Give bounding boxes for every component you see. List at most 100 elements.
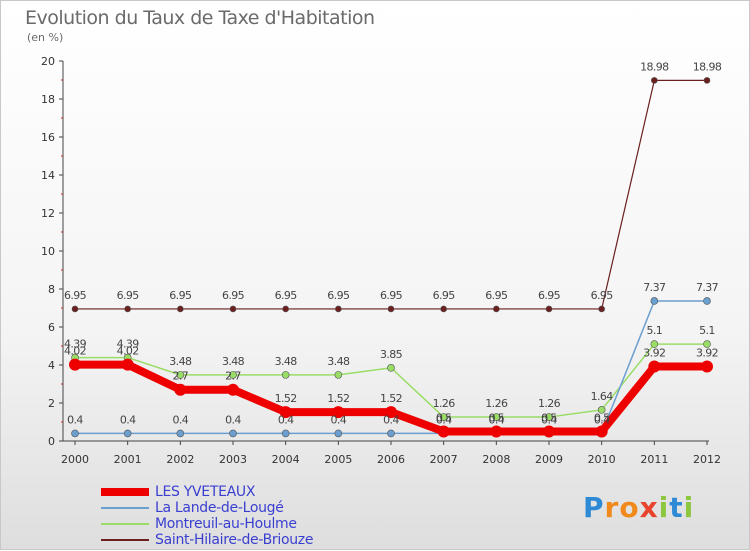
data-point (595, 425, 608, 438)
x-tick-label: 2003 (219, 453, 247, 466)
y-tick-label: 18 (41, 93, 55, 106)
y-tick-label: 8 (48, 283, 55, 296)
y-tick-label: 6 (48, 321, 55, 334)
data-point (177, 305, 184, 313)
series-line (74, 79, 708, 310)
data-point (490, 425, 503, 438)
data-point (335, 305, 342, 313)
y-tick-label: 12 (41, 207, 55, 220)
legend-item: Saint-Hilaire-de-Briouze (101, 532, 401, 549)
logo-letter: o (619, 491, 640, 524)
data-point (703, 77, 711, 84)
data-point (281, 429, 290, 438)
data-label: 7.37 (643, 281, 666, 294)
data-point (229, 429, 237, 438)
legend-swatch (101, 488, 149, 496)
data-label: 0.4 (488, 413, 504, 426)
data-label: 3.48 (327, 355, 350, 368)
x-tick-label: 2007 (430, 453, 458, 466)
proxiti-logo: Proxiti (583, 491, 694, 524)
y-tick-label: 2 (48, 397, 55, 410)
data-point (493, 305, 500, 313)
data-label: 6.95 (538, 289, 561, 302)
legend-swatch (101, 539, 149, 541)
data-point (597, 406, 606, 414)
data-label: 2.7 (172, 370, 188, 383)
y-tick-label: 0 (48, 435, 55, 448)
data-point (703, 340, 711, 348)
data-label: 6.95 (380, 289, 403, 302)
data-label: 1.26 (485, 397, 508, 410)
data-point (545, 413, 553, 421)
x-tick-label: 2001 (114, 453, 142, 466)
data-point (279, 406, 292, 419)
data-label: 6.95 (327, 289, 350, 302)
data-label: 0.5 (436, 412, 452, 425)
data-label: 0.4 (541, 413, 557, 426)
data-label: 1.26 (433, 397, 456, 410)
logo-letter: t (669, 491, 684, 524)
data-point (545, 305, 553, 313)
x-tick-label: 2002 (166, 453, 194, 466)
data-point (176, 371, 185, 379)
x-tick-label: 2006 (377, 453, 405, 466)
data-label: 4.39 (117, 338, 140, 351)
data-point (651, 77, 658, 84)
data-label: 18.98 (640, 60, 669, 73)
data-label: 0.4 (225, 413, 241, 426)
data-point (123, 429, 132, 438)
data-label: 6.95 (222, 289, 245, 302)
data-label: 6.95 (64, 289, 87, 302)
data-point (701, 360, 713, 373)
data-label: 2.7 (225, 370, 241, 383)
data-label: 5.1 (646, 324, 662, 337)
data-label: 0.4 (278, 413, 294, 426)
data-label: 3.85 (380, 348, 403, 361)
data-point (439, 413, 448, 421)
legend-label: LES YVETEAUX (155, 484, 256, 500)
legend-label: Montreuil-au-Houlme (155, 516, 297, 532)
data-point (598, 305, 605, 313)
data-label: 1.26 (538, 397, 561, 410)
data-point (174, 383, 187, 396)
data-label: 4.02 (64, 345, 86, 358)
data-point (176, 429, 185, 438)
data-point (385, 406, 397, 419)
legend-label: La Lande-de-Lougé (155, 500, 284, 516)
legend-item: LES YVETEAUX (101, 484, 401, 501)
chart-unit-label: (en %) (27, 31, 64, 44)
data-point (121, 358, 134, 371)
data-label: 6.95 (485, 289, 508, 302)
x-tick-label: 2012 (693, 453, 721, 466)
data-point (229, 371, 237, 379)
data-point (437, 425, 450, 438)
data-label: 3.48 (222, 355, 245, 368)
data-point (650, 297, 659, 305)
data-point (334, 429, 343, 438)
x-tick-label: 2000 (61, 453, 89, 466)
data-point (71, 429, 79, 438)
data-label: 3.48 (275, 355, 298, 368)
legend-swatch (101, 523, 149, 525)
logo-letter: i (658, 491, 670, 524)
y-tick-label: 10 (41, 245, 55, 258)
data-label: 6.95 (275, 289, 298, 302)
y-tick-label: 14 (41, 169, 55, 182)
logo-letter: i (683, 491, 695, 524)
data-label: 0.5 (488, 412, 504, 425)
logo-letter: x (639, 491, 659, 524)
data-label: 18.98 (693, 60, 722, 73)
data-point (387, 429, 395, 438)
data-label: 7.37 (696, 281, 719, 294)
y-tick-label: 16 (41, 131, 55, 144)
x-tick-label: 2010 (588, 453, 616, 466)
data-label: 0.4 (172, 413, 188, 426)
data-point (281, 371, 290, 379)
data-label: 0.5 (541, 412, 557, 425)
data-label: 6.95 (591, 289, 614, 302)
data-point (440, 305, 447, 313)
data-point (703, 297, 711, 305)
legend-swatch (101, 507, 149, 509)
x-tick-label: 2005 (324, 453, 352, 466)
data-label: 1.64 (591, 390, 614, 403)
